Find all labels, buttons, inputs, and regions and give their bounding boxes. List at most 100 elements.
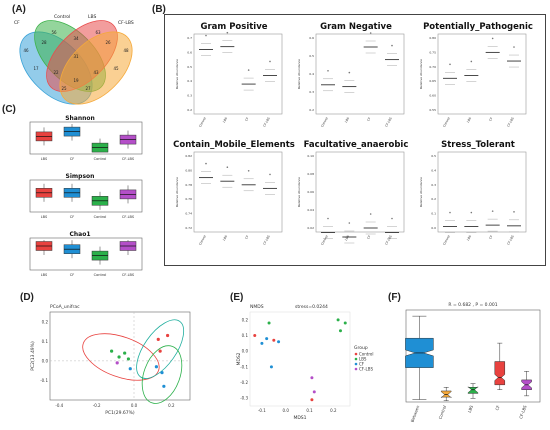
data-point	[156, 337, 160, 341]
y-axis-label: Relative Abundance	[175, 177, 179, 207]
outlier-point	[391, 44, 393, 47]
y-tick-label: 0.0	[242, 349, 249, 354]
x-tick-label: 0.0	[131, 403, 138, 408]
outlier-point	[327, 217, 329, 220]
data-point	[126, 357, 130, 361]
panel-label-b: (B)	[152, 4, 166, 15]
subplot-title: Stress_Tolerant	[441, 140, 515, 150]
y-tick-label: 0.4	[187, 79, 192, 83]
outlier-point	[391, 217, 393, 220]
x-tick-label: Control	[198, 234, 207, 246]
y-tick-label: 0.04	[307, 208, 314, 212]
venn-region-value: 43	[93, 70, 99, 75]
x-tick-label: LBS	[41, 273, 48, 277]
x-tick-label: Control	[442, 116, 451, 128]
legend-marker	[354, 367, 358, 371]
x-tick-label: CF-LBS	[506, 234, 515, 245]
confidence-ellipse	[136, 319, 185, 379]
x-tick-label: CF	[488, 116, 494, 122]
y-tick-label: 0.1	[242, 333, 249, 338]
subplot-title: Simpson	[66, 173, 95, 180]
data-point	[260, 341, 264, 345]
legend-marker	[354, 357, 358, 361]
pcoa-plot: PCoA_unifrac -0.4 -0.2 0.0 0.2 0.2 0.1 0.0 -0.1 P…	[30, 304, 191, 416]
data-point	[310, 376, 314, 380]
x-axis-label: MDS1	[293, 415, 306, 421]
outlier-point	[369, 32, 372, 34]
plot-area	[249, 311, 351, 407]
data-point	[253, 334, 257, 337]
x-tick-label: 0.2	[330, 408, 337, 413]
panel-label-c: (C)	[2, 104, 16, 115]
notched-box	[494, 361, 506, 386]
x-tick-label: Control	[437, 405, 447, 420]
subplot-title: Gram Negative	[320, 22, 392, 32]
outlier-point	[269, 173, 271, 176]
venn-region-value: 19	[73, 78, 79, 83]
plot-area	[437, 33, 527, 115]
plot-area	[193, 151, 283, 233]
y-tick-label: 0.4	[431, 168, 436, 172]
outlier-point	[269, 60, 271, 63]
alpha-subplot: Chao1 LBS CF Control CF-LBS	[29, 231, 143, 277]
functional-subplot: Gram Negative Relative Abundance 0.6 0.5 0.4…	[297, 22, 405, 128]
y-axis-label: Relative Abundance	[297, 59, 301, 89]
data-point	[338, 329, 342, 333]
y-tick-label: 0.2	[431, 197, 436, 201]
alpha-diversity-boxplots: Shannon LBS CF Control CF-LBS Simpson LBS CF Con…	[29, 115, 143, 277]
functional-boxplots: Gram Positive Relative Abundance 0.7 0.6 0.5…	[173, 22, 533, 246]
x-tick-label: CF	[366, 116, 372, 122]
y-tick-label: 0.4	[309, 72, 314, 76]
outlier-point	[513, 211, 515, 213]
confidence-ellipse	[141, 345, 183, 404]
x-tick-label: LBS	[466, 234, 472, 241]
x-tick-label: CF	[70, 273, 74, 277]
y-tick-label: 0.6	[187, 50, 192, 54]
x-tick-label: CF	[488, 234, 494, 240]
data-point	[162, 384, 166, 388]
legend-title: Group	[354, 345, 368, 351]
nmds-plot: NMDS stress=0.0244 -0.1 0.0 0.1 0.2 0.2 0.1 0.0 -…	[236, 304, 373, 421]
venn-region-value: 46	[23, 48, 29, 53]
x-tick-label: LBS	[222, 116, 228, 123]
outlier-point	[205, 34, 207, 37]
y-tick-label: 0.3	[309, 90, 314, 94]
legend-item: Control	[359, 352, 373, 357]
x-tick-label: LBS	[466, 116, 472, 123]
y-axis-label: Relative Abundance	[419, 59, 423, 89]
y-tick-label: 0.02	[307, 226, 314, 230]
y-tick-label: -0.1	[40, 378, 48, 383]
data-point	[269, 365, 273, 369]
y-axis-label: Relative Abundance	[419, 177, 423, 207]
legend-item: LBS	[359, 357, 367, 362]
data-point	[117, 355, 121, 359]
subplot-title: Gram Positive	[200, 22, 267, 32]
venn-region-value: 45	[113, 66, 119, 71]
venn-region-value: 25	[61, 86, 67, 91]
x-tick-label: Control	[320, 116, 329, 128]
venn-region-value: 27	[85, 86, 91, 91]
y-tick-label: 0.55	[429, 108, 436, 112]
y-tick-label: 0.75	[429, 50, 436, 54]
y-tick-label: 0.2	[187, 108, 192, 112]
plot-area	[315, 33, 405, 115]
x-tick-label: Control	[94, 215, 107, 219]
y-tick-label: -0.1	[240, 364, 248, 369]
x-tick-label: LBS	[344, 116, 350, 123]
data-point	[158, 349, 162, 353]
outlier-point	[513, 46, 515, 48]
confidence-ellipse	[82, 333, 160, 381]
outlier-point	[470, 60, 473, 63]
data-point	[343, 321, 347, 325]
data-point	[154, 365, 158, 369]
y-tick-label: 0.2	[242, 317, 249, 322]
outlier-point	[348, 71, 351, 74]
subplot-title: Chao1	[69, 231, 90, 238]
x-tick-label: CF	[70, 157, 74, 161]
x-tick-label: CF-LBS	[384, 116, 393, 127]
data-point	[277, 340, 281, 344]
panel-label-d: (D)	[20, 292, 34, 303]
venn-region-value: 34	[73, 36, 79, 41]
y-axis-label: PC2(13.49%)	[30, 341, 36, 371]
x-axis-label: PC1(29.67%)	[105, 410, 135, 416]
